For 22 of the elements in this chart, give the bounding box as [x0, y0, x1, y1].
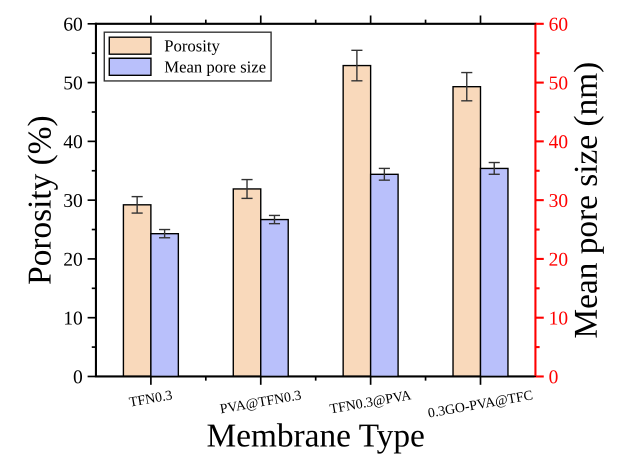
y-tick-label: 20	[64, 252, 82, 266]
x-tick-label: TFN0.3	[128, 390, 172, 407]
legend-label: Mean pore size	[164, 61, 266, 76]
y2-tick-label: 0	[549, 370, 558, 384]
y-axis-title: Porosity (%)	[27, 116, 58, 284]
x-axis-title: Membrane Type	[208, 423, 424, 454]
y2-tick-label: 10	[550, 312, 568, 325]
y2-tick-label: 60	[549, 18, 568, 31]
legend-label: Porosity	[164, 40, 220, 55]
x-tick-label: PVA@TFN0.3	[220, 390, 302, 416]
y-tick-label: 50	[64, 76, 82, 90]
y2-tick-label: 50	[550, 76, 568, 90]
y-tick-label: 60	[64, 18, 82, 31]
y-tick-label: 10	[65, 312, 82, 325]
y-tick-label: 40	[64, 135, 82, 148]
x-tick-label: TFN0.3@PVA	[329, 390, 412, 416]
y-tick-label: 0	[74, 370, 82, 384]
y2-tick-label: 40	[549, 135, 568, 148]
y2-tick-label: 30	[550, 194, 568, 208]
y-tick-label: 30	[64, 194, 82, 208]
y2-tick-label: 20	[549, 252, 568, 266]
y2-axis-title: Mean pore size (nm)	[574, 63, 604, 338]
